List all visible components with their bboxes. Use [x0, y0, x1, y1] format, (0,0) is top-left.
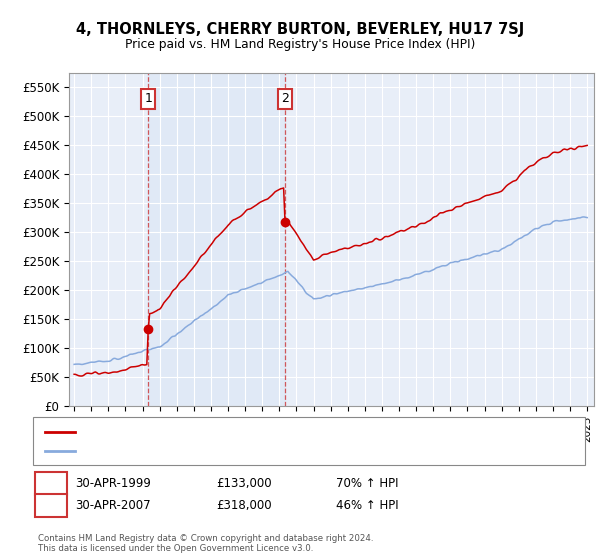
Text: 4, THORNLEYS, CHERRY BURTON, BEVERLEY, HU17 7SJ: 4, THORNLEYS, CHERRY BURTON, BEVERLEY, H…	[76, 22, 524, 38]
Text: 30-APR-1999: 30-APR-1999	[75, 477, 151, 490]
Text: 70% ↑ HPI: 70% ↑ HPI	[336, 477, 398, 490]
Text: 2: 2	[281, 92, 289, 105]
Text: Price paid vs. HM Land Registry's House Price Index (HPI): Price paid vs. HM Land Registry's House …	[125, 38, 475, 50]
Text: Contains HM Land Registry data © Crown copyright and database right 2024.
This d: Contains HM Land Registry data © Crown c…	[38, 534, 373, 553]
Text: 2: 2	[47, 499, 55, 512]
Text: 30-APR-2007: 30-APR-2007	[75, 499, 151, 512]
Text: 4, THORNLEYS, CHERRY BURTON, BEVERLEY, HU17 7SJ (detached house): 4, THORNLEYS, CHERRY BURTON, BEVERLEY, H…	[81, 427, 481, 437]
Text: £133,000: £133,000	[216, 477, 272, 490]
Text: £318,000: £318,000	[216, 499, 272, 512]
Bar	[148, 73, 285, 406]
Text: 1: 1	[47, 477, 55, 490]
Text: 1: 1	[144, 92, 152, 105]
Text: HPI: Average price, detached house, East Riding of Yorkshire: HPI: Average price, detached house, East…	[81, 446, 412, 456]
Text: 46% ↑ HPI: 46% ↑ HPI	[336, 499, 398, 512]
